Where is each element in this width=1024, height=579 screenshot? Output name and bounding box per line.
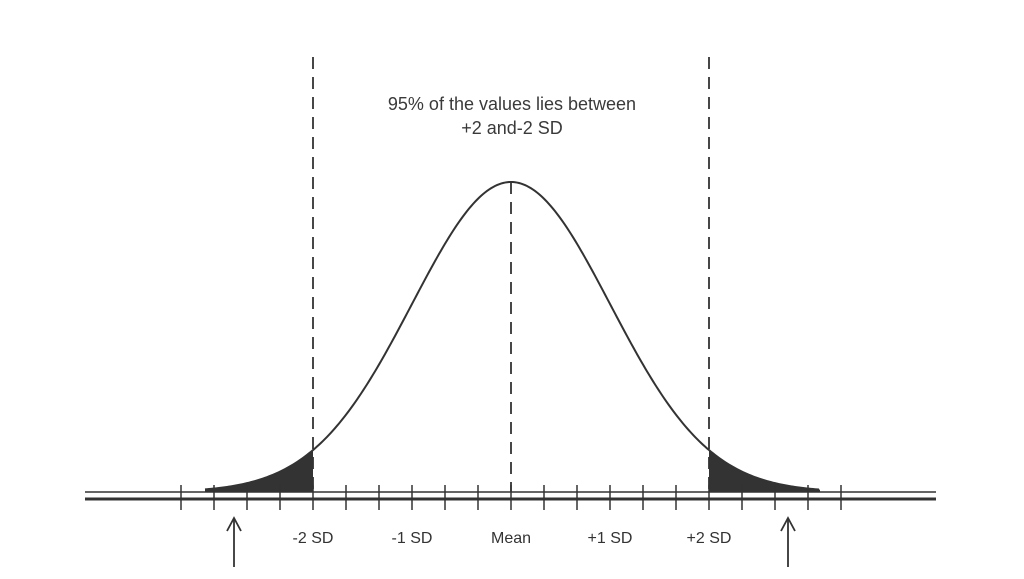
annotation-line-1: 95% of the values lies between [387,94,637,114]
reference-lines [312,57,710,492]
annotation-text: 95% of the values lies between +2 and-2 … [312,92,712,140]
annotation-line-2: +2 and-2 SD [461,118,563,138]
tail-arrow [226,516,242,567]
axis-ticks [180,485,842,510]
axis-label: -2 SD [293,530,334,547]
tail-arrow [780,516,796,567]
bell-curve [204,180,820,491]
axis-label: -1 SD [392,530,433,547]
arrow-head [226,516,242,532]
right-tail-shade [709,450,820,492]
axis-label: +1 SD [588,530,633,547]
axis-label: +2 SD [687,530,732,547]
left-tail-shade [205,450,313,492]
axis-labels: -2 SD -1 SD Mean +1 SD +2 SD [293,530,732,547]
shaded-tails [205,450,820,492]
axis-label: Mean [491,530,531,547]
arrow-head [780,516,796,532]
tail-arrows [226,516,796,567]
